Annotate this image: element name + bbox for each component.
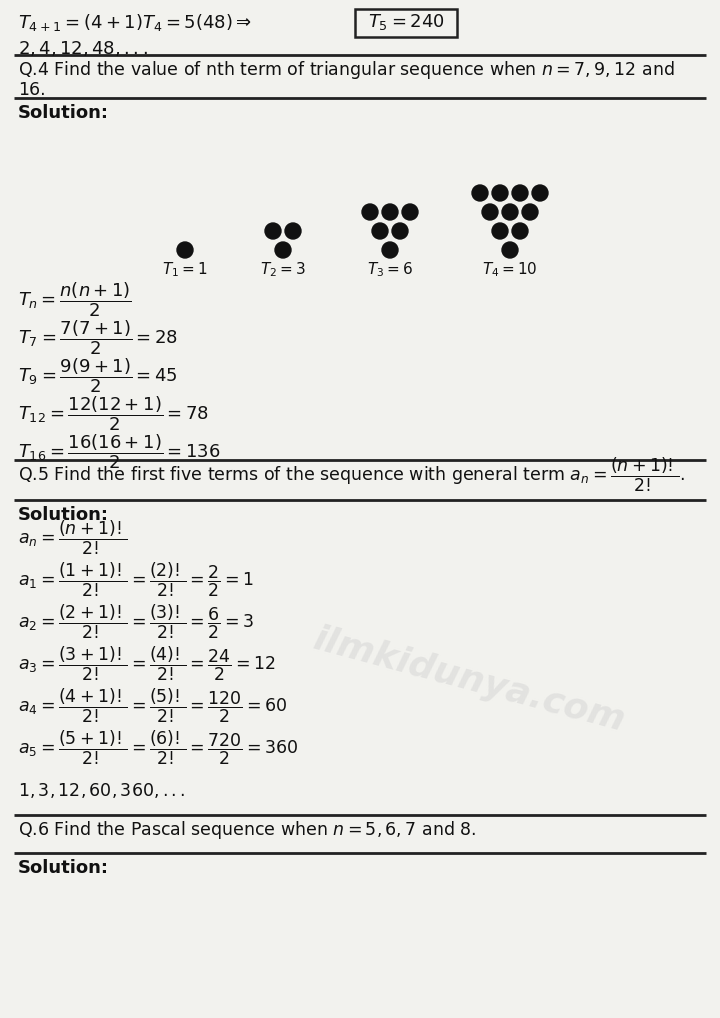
Circle shape [502, 204, 518, 220]
Text: $T_2 = 3$: $T_2 = 3$ [260, 261, 306, 279]
Circle shape [382, 204, 398, 220]
Text: $1,3,12,60,360,...$: $1,3,12,60,360,...$ [18, 781, 186, 799]
Circle shape [392, 223, 408, 239]
Text: Solution:: Solution: [18, 104, 109, 122]
Text: $a_2 = \dfrac{(2+1)!}{2!} = \dfrac{(3)!}{2!} = \dfrac{6}{2} = 3$: $a_2 = \dfrac{(2+1)!}{2!} = \dfrac{(3)!}… [18, 603, 253, 641]
Circle shape [265, 223, 281, 239]
Circle shape [492, 223, 508, 239]
Text: $a_5 = \dfrac{(5+1)!}{2!} = \dfrac{(6)!}{2!} = \dfrac{720}{2} = 360$: $a_5 = \dfrac{(5+1)!}{2!} = \dfrac{(6)!}… [18, 729, 298, 768]
Circle shape [512, 185, 528, 201]
Text: 16.: 16. [18, 81, 45, 99]
Text: $a_3 = \dfrac{(3+1)!}{2!} = \dfrac{(4)!}{2!} = \dfrac{24}{2} = 12$: $a_3 = \dfrac{(3+1)!}{2!} = \dfrac{(4)!}… [18, 644, 276, 683]
Circle shape [275, 242, 291, 258]
Text: $T_{16} = \dfrac{16(16+1)}{2} = 136$: $T_{16} = \dfrac{16(16+1)}{2} = 136$ [18, 433, 220, 471]
Circle shape [382, 242, 398, 258]
Circle shape [285, 223, 301, 239]
Circle shape [177, 242, 193, 258]
Circle shape [482, 204, 498, 220]
Text: $T_7 = \dfrac{7(7+1)}{2} = 28$: $T_7 = \dfrac{7(7+1)}{2} = 28$ [18, 319, 178, 357]
Text: Q.6 Find the Pascal sequence when $n = 5,6,7$ and 8.: Q.6 Find the Pascal sequence when $n = 5… [18, 819, 477, 841]
Circle shape [372, 223, 388, 239]
Text: $a_n = \dfrac{(n+1)!}{2!}$: $a_n = \dfrac{(n+1)!}{2!}$ [18, 519, 127, 557]
Text: $T_9 = \dfrac{9(9+1)}{2} = 45$: $T_9 = \dfrac{9(9+1)}{2} = 45$ [18, 356, 178, 395]
Text: Q.5 Find the first five terms of the sequence with general term $a_n = \dfrac{(n: Q.5 Find the first five terms of the seq… [18, 456, 685, 494]
Text: $2,4,12,48,...$: $2,4,12,48,...$ [18, 39, 148, 57]
Text: $a_1 = \dfrac{(1+1)!}{2!} = \dfrac{(2)!}{2!} = \dfrac{2}{2} = 1$: $a_1 = \dfrac{(1+1)!}{2!} = \dfrac{(2)!}… [18, 561, 253, 600]
Circle shape [522, 204, 538, 220]
Bar [355, 9, 457, 37]
Circle shape [492, 185, 508, 201]
Circle shape [502, 242, 518, 258]
Text: $T_4 = 10$: $T_4 = 10$ [482, 261, 538, 279]
Text: $a_4 = \dfrac{(4+1)!}{2!} = \dfrac{(5)!}{2!} = \dfrac{120}{2} = 60$: $a_4 = \dfrac{(4+1)!}{2!} = \dfrac{(5)!}… [18, 687, 287, 725]
Text: $T_{4+1} = (4+1)T_4 = 5(48) \Rightarrow$: $T_{4+1} = (4+1)T_4 = 5(48) \Rightarrow$ [18, 11, 252, 33]
Text: Solution:: Solution: [18, 859, 109, 876]
Text: $T_n = \dfrac{n(n+1)}{2}$: $T_n = \dfrac{n(n+1)}{2}$ [18, 281, 132, 320]
Circle shape [532, 185, 548, 201]
Text: $T_3 = 6$: $T_3 = 6$ [367, 261, 413, 279]
Text: Solution:: Solution: [18, 506, 109, 524]
Circle shape [362, 204, 378, 220]
Text: ilmkidunya.com: ilmkidunya.com [310, 622, 630, 738]
Circle shape [472, 185, 488, 201]
Text: $T_{12} = \dfrac{12(12+1)}{2} = 78$: $T_{12} = \dfrac{12(12+1)}{2} = 78$ [18, 395, 209, 434]
Circle shape [402, 204, 418, 220]
Text: $T_1 = 1$: $T_1 = 1$ [162, 261, 208, 279]
Text: $T_5 = 240$: $T_5 = 240$ [368, 12, 444, 32]
Text: Q.4 Find the value of nth term of triangular sequence when $n = 7,9,12$ and: Q.4 Find the value of nth term of triang… [18, 59, 675, 81]
Circle shape [512, 223, 528, 239]
